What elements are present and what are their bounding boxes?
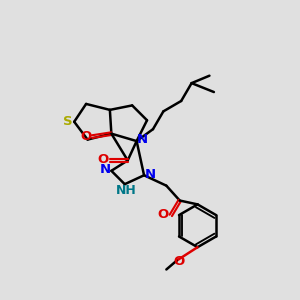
Text: N: N [136, 134, 148, 146]
Text: N: N [100, 163, 111, 176]
Text: N: N [145, 168, 156, 181]
Text: O: O [80, 130, 91, 142]
Text: O: O [173, 255, 185, 268]
Text: S: S [63, 115, 73, 128]
Text: O: O [98, 153, 109, 166]
Text: NH: NH [116, 184, 136, 197]
Text: O: O [158, 208, 169, 221]
